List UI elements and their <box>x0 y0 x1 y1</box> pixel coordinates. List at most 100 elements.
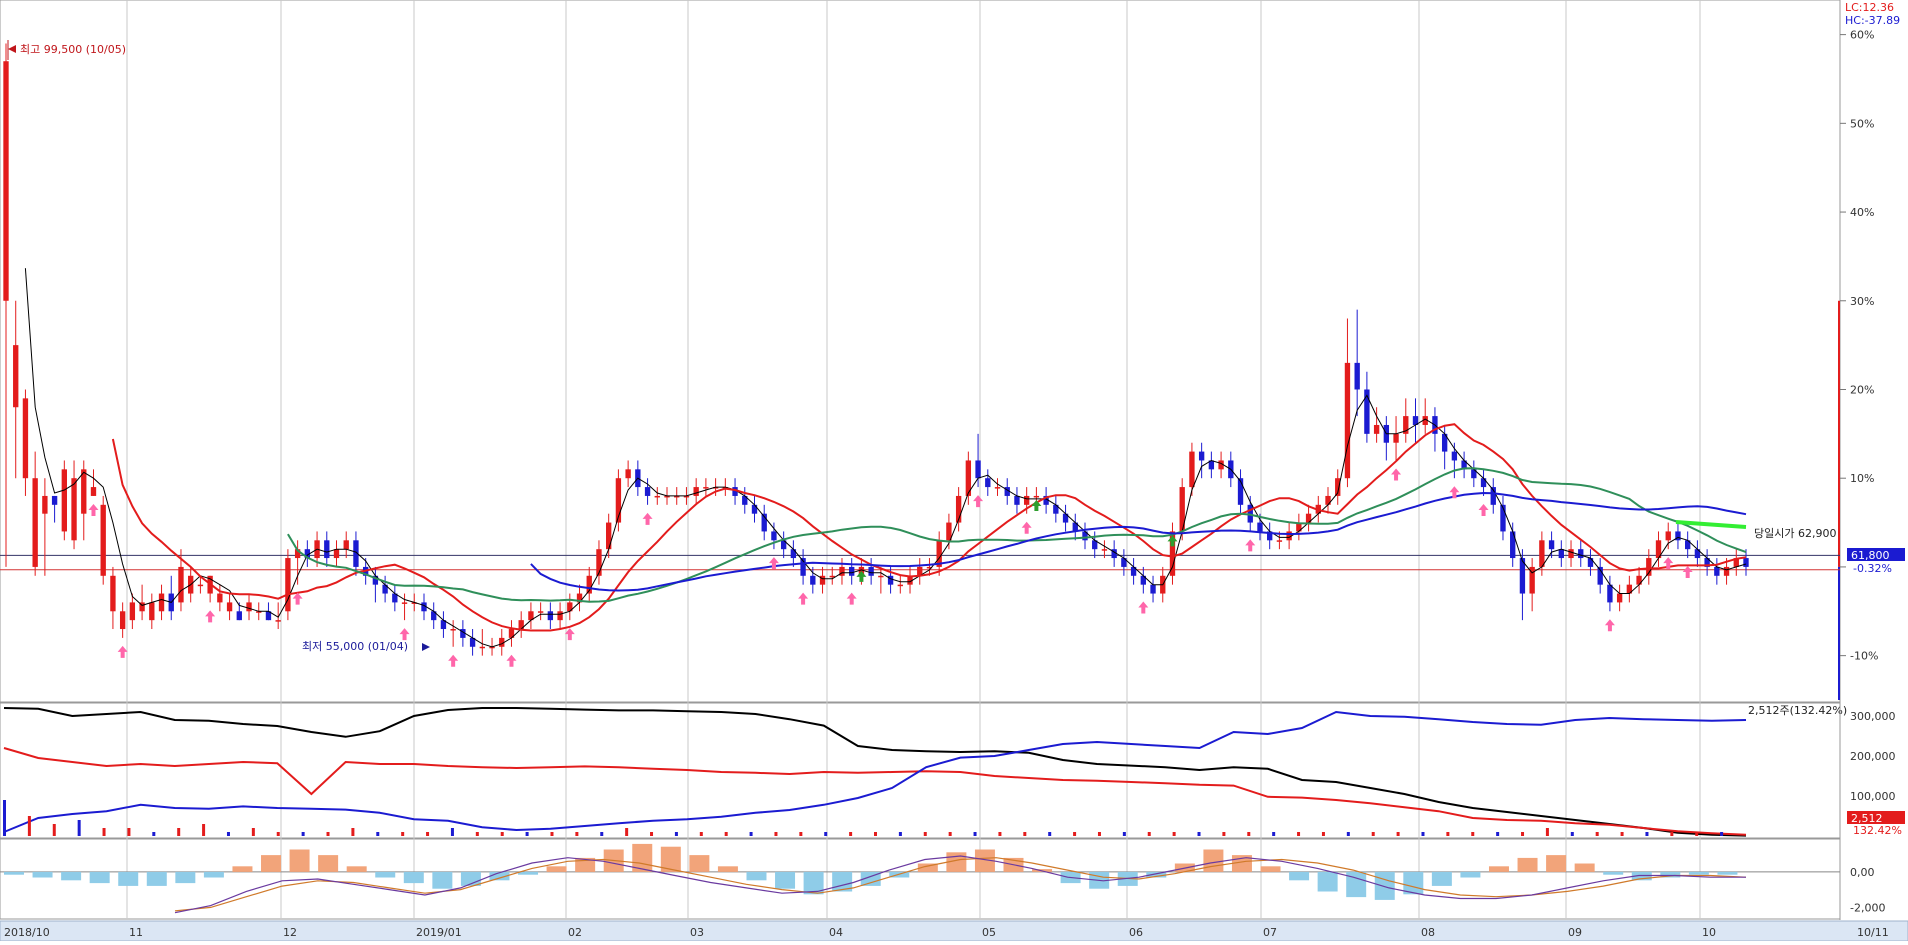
candle-down <box>1461 460 1467 470</box>
buy-signal-arrow <box>292 592 303 605</box>
candle-up <box>42 495 48 514</box>
candle-down <box>761 513 767 532</box>
volume-bar <box>774 832 778 836</box>
candle-down <box>1519 558 1526 594</box>
candle-up <box>139 602 145 612</box>
candle-down <box>849 566 855 576</box>
volume-bar <box>1073 832 1077 836</box>
candle-down <box>1130 566 1137 576</box>
candle-up <box>246 602 252 612</box>
moving-average-line <box>530 491 1747 592</box>
volume-badge-pct: 132.42% <box>1853 824 1902 837</box>
macd-histogram-bar <box>1317 871 1338 892</box>
candle-up <box>625 469 631 479</box>
candle-down <box>1490 487 1496 505</box>
macd-histogram-bar <box>974 849 995 872</box>
candle-up <box>1422 416 1428 425</box>
candle-up <box>1393 433 1399 443</box>
macd-signal-line <box>174 857 1747 912</box>
candle-down <box>975 460 981 479</box>
candle-up <box>528 611 534 621</box>
candle-up <box>333 549 340 559</box>
macd-histogram-bar <box>660 846 681 872</box>
candle-down <box>985 478 991 488</box>
volume-bar <box>1421 832 1425 836</box>
candle-down <box>431 611 437 621</box>
candle-down <box>1558 549 1564 559</box>
candle-down <box>1198 451 1205 461</box>
buy-signal-arrow <box>1663 557 1674 570</box>
volume-y-tick-label: 200,000 <box>1850 750 1896 763</box>
candle-up <box>110 575 116 612</box>
candle-up <box>1325 495 1331 505</box>
high-price-label: 최고 99,500 (10/05) <box>20 43 126 56</box>
date-tick-label: 09 <box>1568 926 1582 939</box>
volume-bar <box>1545 828 1549 836</box>
macd-histogram-bar <box>1603 871 1624 875</box>
macd-histogram-bar <box>1374 871 1395 900</box>
date-tick-label: 08 <box>1421 926 1435 939</box>
volume-bar <box>1346 832 1350 836</box>
date-tick-label: 07 <box>1263 926 1277 939</box>
candle-down <box>51 495 58 505</box>
candle-up <box>615 478 622 523</box>
volume-top-label: 2,512주(132.42%) <box>1748 704 1847 717</box>
candle-down <box>1685 540 1691 550</box>
macd-histogram-bar <box>175 871 196 884</box>
candle-up <box>1665 531 1671 541</box>
macd-histogram-bar <box>1546 855 1567 872</box>
macd-histogram-bar <box>803 871 824 895</box>
candle-down <box>1208 460 1215 470</box>
macd-histogram-bar <box>1717 871 1738 875</box>
candle-down <box>887 575 894 585</box>
macd-histogram-bar <box>375 871 396 878</box>
macd-histogram-bar <box>1346 871 1367 898</box>
date-tick-label: 03 <box>690 926 704 939</box>
macd-histogram-bar <box>1688 871 1709 875</box>
buy-signal-arrow <box>846 592 857 605</box>
candle-up <box>158 593 165 612</box>
candle-up <box>450 629 456 631</box>
candle-up <box>596 549 602 576</box>
date-tick-label: 2018/10 <box>4 926 50 939</box>
macd-histogram-bar <box>118 871 139 886</box>
macd-histogram-bar <box>146 871 167 886</box>
volume-bar <box>724 832 728 836</box>
candle-up <box>674 495 680 498</box>
investor-line <box>3 710 1747 833</box>
candle-down <box>780 540 787 550</box>
macd-histogram-bar <box>61 871 82 881</box>
hc-readout: HC:-37.89 <box>1845 14 1900 27</box>
candle-up <box>839 566 845 576</box>
candle-down <box>440 620 447 630</box>
volume-bar <box>749 832 753 836</box>
candle-up <box>576 593 583 603</box>
volume-bar <box>1471 832 1475 836</box>
buy-signal-arrow <box>399 628 410 641</box>
macd-histogram-bar <box>232 866 253 872</box>
volume-bar <box>1147 832 1151 836</box>
macd-y-tick-label: 0,00 <box>1850 866 1875 879</box>
candle-up <box>256 611 262 613</box>
candle-down <box>1354 362 1360 390</box>
volume-bar <box>973 832 977 836</box>
candle-up <box>1179 487 1185 532</box>
buy-signal-arrow <box>1478 503 1489 516</box>
macd-y-tick-label: -2,000 <box>1850 901 1885 914</box>
candle-up <box>1033 495 1040 498</box>
volume-bar <box>52 824 56 836</box>
candle-down <box>800 558 806 576</box>
volume-bar <box>525 832 529 836</box>
candle-up <box>22 398 29 479</box>
candle-up <box>557 611 563 621</box>
candle-up <box>1023 495 1030 505</box>
volume-bar <box>251 828 255 836</box>
candle-up <box>343 540 349 550</box>
candle-down <box>421 602 427 612</box>
macd-histogram-bar <box>203 871 224 878</box>
candle-down <box>1053 504 1059 514</box>
candle-down <box>1237 478 1244 505</box>
candle-down <box>1480 478 1487 488</box>
candle-up <box>61 469 67 532</box>
